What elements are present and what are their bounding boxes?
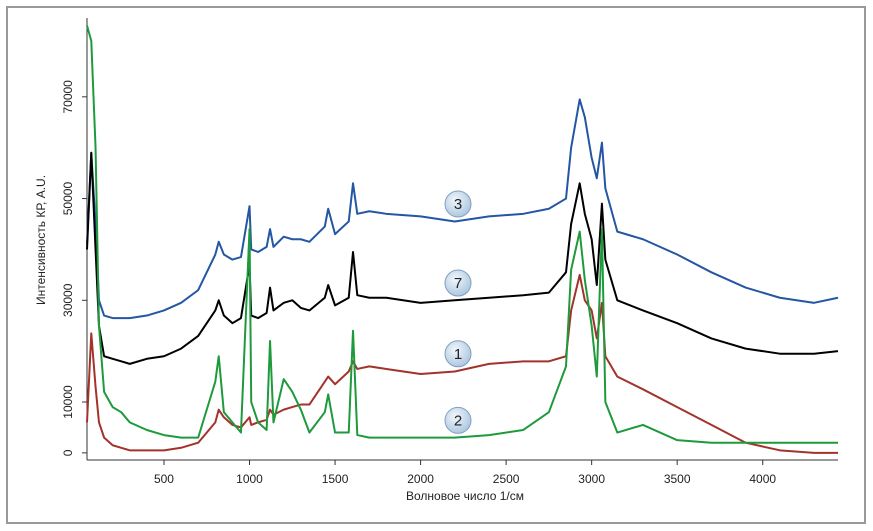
series-label: 3: [454, 196, 462, 213]
y-tick-label: 10000: [61, 385, 75, 419]
x-tick-label: 2500: [493, 472, 520, 486]
spectrum-line: [86, 98, 839, 320]
series-bubble: [444, 269, 472, 297]
y-tick-label: 70000: [61, 80, 75, 114]
x-tick-label: 1000: [236, 472, 263, 486]
spectrum-line: [86, 151, 839, 365]
y-tick-label: 50000: [61, 182, 75, 216]
spectrum-line: [86, 273, 838, 454]
spectrum-line: [86, 25, 838, 444]
y-axis-label: Интенсивность КР, A.U.: [34, 175, 48, 305]
x-tick-label: 2000: [407, 472, 434, 486]
x-tick-label: 500: [154, 472, 174, 486]
frame: [6, 6, 866, 524]
series-bubble: [444, 340, 472, 368]
x-tick-label: 3500: [664, 472, 691, 486]
y-tick-label: 0: [61, 449, 75, 456]
x-axis-label: Волновое число 1/см: [406, 489, 524, 503]
x-tick-label: 1500: [322, 472, 349, 486]
series-label: 2: [454, 412, 462, 429]
y-tick-label: 30000: [61, 283, 75, 317]
series-bubble: [444, 406, 472, 434]
x-tick-label: 4000: [749, 472, 776, 486]
series-label: 1: [454, 346, 462, 363]
series-label: 7: [454, 275, 462, 292]
x-tick-label: 3000: [578, 472, 605, 486]
series-bubble: [444, 190, 472, 218]
